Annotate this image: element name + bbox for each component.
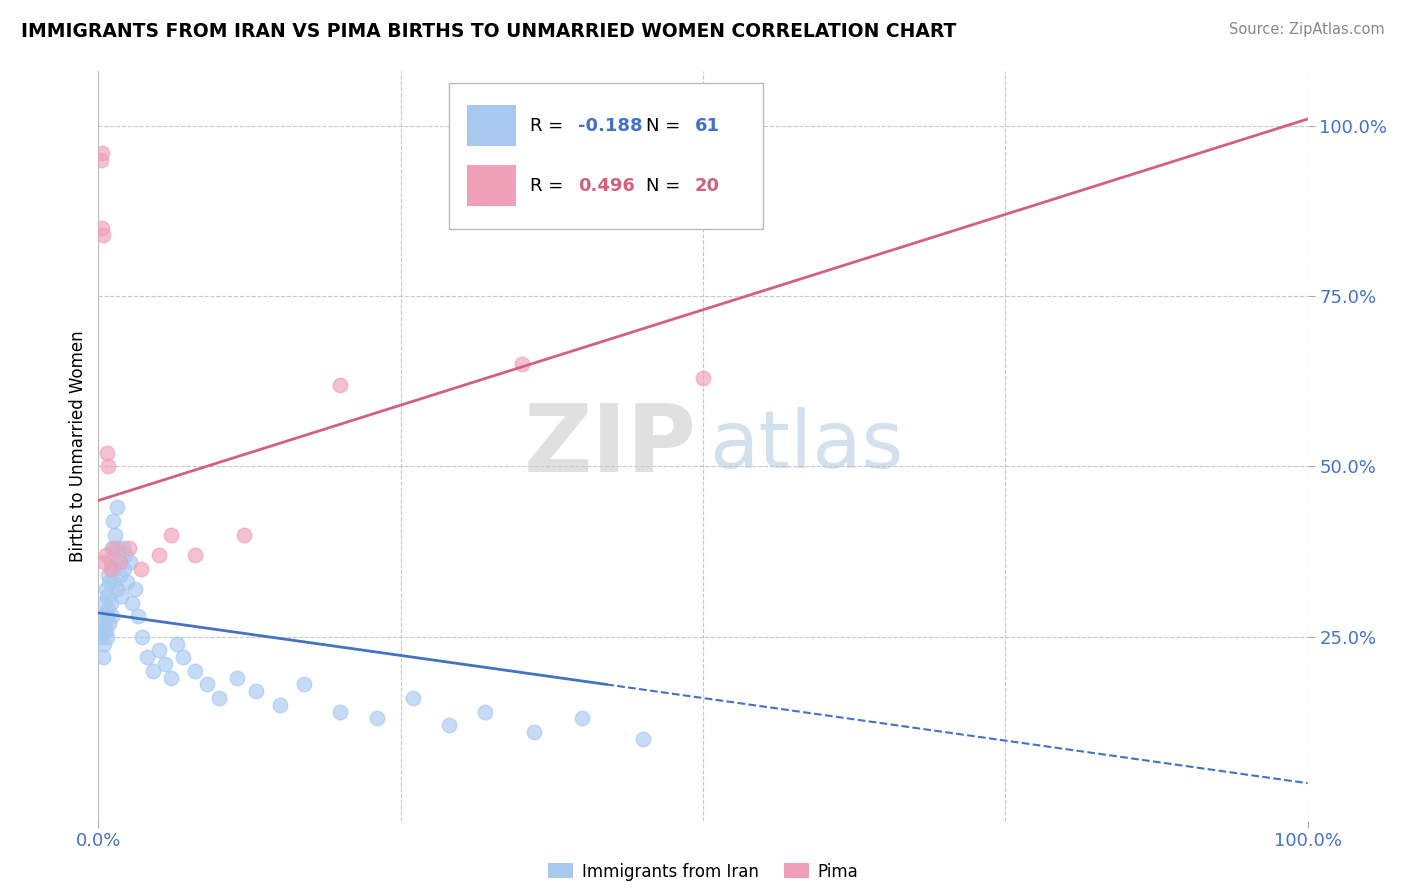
Point (97, 568, 120, 582)
Point (112, 561, 135, 575)
Point (97, 459, 120, 474)
Point (96, 446, 118, 460)
Point (98, 575, 121, 590)
Text: 61: 61 (695, 117, 720, 135)
Point (208, 691, 231, 706)
Point (292, 677, 315, 691)
Point (571, 711, 593, 725)
Point (232, 527, 254, 541)
Point (97, 602, 120, 616)
Point (94, 582, 117, 596)
Point (94, 623, 117, 637)
Point (366, 711, 388, 725)
Point (160, 527, 183, 541)
Text: IMMIGRANTS FROM IRAN VS PIMA BIRTHS TO UNMARRIED WOMEN CORRELATION CHART: IMMIGRANTS FROM IRAN VS PIMA BIRTHS TO U… (21, 22, 956, 41)
Point (101, 514, 124, 528)
Point (108, 568, 131, 582)
Point (160, 671, 183, 685)
Point (96, 630, 118, 644)
Legend: Immigrants from Iran, Pima: Immigrants from Iran, Pima (541, 856, 865, 888)
Point (108, 555, 131, 569)
Point (91, 623, 114, 637)
Point (127, 609, 149, 624)
Point (100, 561, 122, 575)
Point (131, 630, 153, 644)
Point (118, 555, 141, 569)
Point (91, 609, 114, 624)
Text: 0.496: 0.496 (578, 177, 636, 195)
Point (172, 650, 194, 665)
Point (692, 371, 714, 385)
Text: ZIP: ZIP (524, 400, 697, 492)
Point (100, 596, 122, 610)
Point (226, 671, 249, 685)
Point (142, 664, 165, 678)
Point (510, 357, 533, 371)
Point (329, 377, 352, 392)
Point (166, 636, 188, 650)
Point (148, 643, 170, 657)
Point (91, 227, 114, 242)
Point (269, 698, 291, 712)
Text: R =: R = (530, 177, 569, 195)
Text: -0.188: -0.188 (578, 117, 643, 135)
Point (101, 575, 124, 590)
Point (121, 596, 143, 610)
Point (245, 684, 267, 698)
Point (93, 555, 115, 569)
Point (104, 527, 127, 541)
Point (90, 153, 112, 167)
Text: Source: ZipAtlas.com: Source: ZipAtlas.com (1229, 22, 1385, 37)
FancyBboxPatch shape (449, 83, 763, 228)
Point (93, 596, 115, 610)
Point (135, 650, 157, 665)
Point (96, 609, 118, 624)
Text: R =: R = (530, 117, 569, 135)
FancyBboxPatch shape (467, 165, 516, 206)
Point (195, 677, 218, 691)
Point (523, 725, 546, 739)
Point (103, 541, 125, 556)
Point (124, 582, 146, 596)
Point (148, 548, 170, 562)
Point (108, 555, 131, 569)
Point (402, 691, 425, 706)
Point (111, 541, 134, 556)
Point (90, 630, 112, 644)
Point (437, 718, 460, 732)
Point (91, 650, 114, 665)
Point (91, 221, 114, 235)
Point (117, 575, 139, 590)
Point (100, 541, 122, 556)
Text: atlas: atlas (709, 407, 904, 485)
Point (91, 146, 114, 161)
Text: N =: N = (647, 177, 686, 195)
Point (105, 500, 128, 515)
Point (103, 561, 125, 575)
Point (100, 555, 122, 569)
Point (118, 541, 141, 556)
Point (631, 731, 654, 746)
Point (153, 657, 176, 671)
Point (474, 705, 496, 719)
Point (184, 548, 207, 562)
Point (110, 589, 132, 603)
Text: 20: 20 (695, 177, 720, 195)
Point (329, 705, 352, 719)
Point (94, 548, 117, 562)
Point (105, 582, 128, 596)
Point (114, 548, 136, 562)
Point (129, 561, 152, 575)
Point (107, 541, 129, 556)
Point (98, 616, 121, 631)
Point (184, 664, 207, 678)
Point (100, 609, 122, 624)
Y-axis label: Births to Unmarried Women: Births to Unmarried Women (69, 330, 87, 562)
Text: N =: N = (647, 117, 686, 135)
FancyBboxPatch shape (467, 105, 516, 146)
Point (96, 589, 118, 603)
Point (93, 616, 115, 631)
Point (93, 636, 115, 650)
